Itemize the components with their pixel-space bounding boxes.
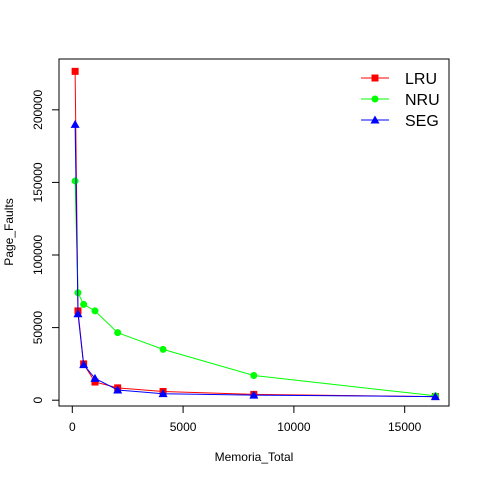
legend-marker — [371, 74, 379, 82]
legend-item-lru: LRU — [361, 71, 437, 88]
data-point-seg — [158, 389, 168, 398]
y-tick-label: 0 — [31, 397, 45, 404]
data-point-seg — [430, 392, 440, 401]
x-axis-title: Memoria_Total — [215, 450, 294, 464]
data-point-nru — [250, 372, 258, 380]
data-point-nru — [91, 307, 99, 315]
legend-label: SEG — [405, 113, 439, 130]
legend-item-nru: NRU — [361, 92, 440, 109]
data-point-seg — [79, 360, 89, 369]
data-point-nru — [71, 177, 79, 185]
data-point-seg — [113, 385, 123, 394]
data-point-nru — [80, 300, 88, 308]
series-layer — [70, 67, 440, 401]
y-axis: 0 50000 100000 150000 200000 — [31, 89, 60, 404]
data-point-seg — [73, 309, 83, 318]
series-line-nru — [74, 180, 436, 397]
y-tick-label: 100000 — [31, 235, 45, 275]
y-tick-label: 50000 — [31, 311, 45, 345]
y-tick-label: 200000 — [31, 89, 45, 129]
x-tick-label: 10000 — [277, 420, 311, 434]
x-axis: 0 5000 10000 15000 — [69, 405, 422, 434]
x-tick-label: 0 — [69, 420, 76, 434]
legend-label: NRU — [405, 92, 440, 109]
series-line-seg — [74, 124, 436, 398]
data-point-lru — [91, 378, 99, 386]
series-lru — [71, 67, 439, 401]
data-point-seg — [249, 390, 259, 399]
legend: LRU NRU SEG — [361, 71, 440, 130]
data-point-nru — [159, 345, 167, 353]
x-tick-label: 15000 — [388, 420, 422, 434]
x-tick-label: 5000 — [170, 420, 197, 434]
data-point-lru — [71, 67, 79, 75]
legend-marker — [370, 115, 380, 124]
legend-label: LRU — [405, 71, 437, 88]
series-seg — [70, 119, 440, 401]
data-point-seg — [70, 119, 80, 128]
plot-frame — [58, 58, 450, 407]
legend-marker — [371, 95, 379, 103]
y-tick-label: 150000 — [31, 162, 45, 202]
y-axis-title: Page_Faults — [2, 198, 16, 265]
data-point-seg — [90, 373, 100, 382]
data-point-nru — [114, 329, 122, 337]
legend-item-seg: SEG — [361, 113, 439, 130]
series-nru — [71, 177, 439, 400]
